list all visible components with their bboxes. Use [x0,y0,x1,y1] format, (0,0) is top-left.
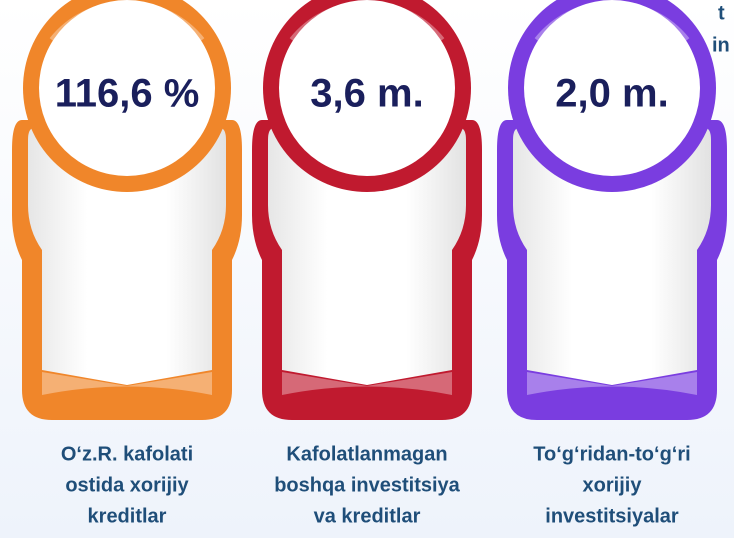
value: 2,0 m. [555,72,668,116]
infographic: t in 116,6 % O‘z.R. kafolati ostida xoriji… [0,0,734,538]
page: t in 116,6 % O‘z.R. kafolati ostida xoriji… [0,0,734,538]
card-label: Kafolatlanmagan [286,443,447,465]
card-label: To‘g‘ridan-to‘g‘ri [533,443,690,465]
card-label: ostida xorijiy [65,474,189,496]
value: 3,6 m. [310,72,423,116]
card-label: investitsiyalar [545,505,679,527]
corner-text: in [712,34,730,56]
card: 3,6 m. Kafolatlanmagan boshqa investitsiya… [252,0,482,527]
card-label: O‘z.R. kafolati [61,443,193,465]
card-label: kreditlar [88,505,167,527]
card-label: va kreditlar [314,505,421,527]
value: 116,6 % [55,72,200,116]
card-label: boshqa investitsiya [274,474,460,496]
corner-text: t [718,2,725,24]
card-label: xorijiy [583,474,643,496]
